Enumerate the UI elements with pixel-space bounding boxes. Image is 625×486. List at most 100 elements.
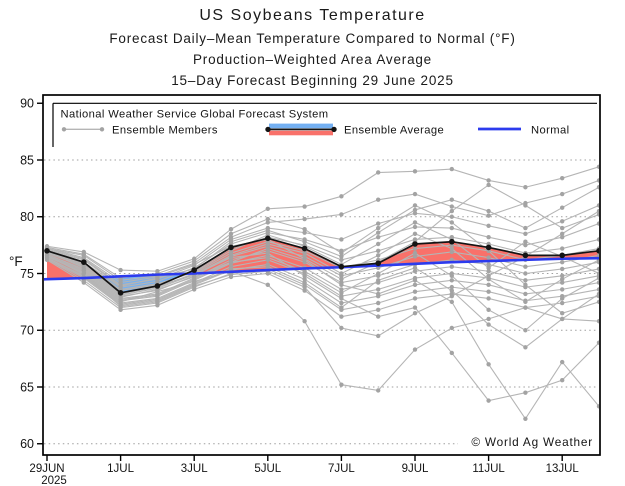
y-tick-label-85: 85	[20, 153, 34, 167]
member-point	[596, 253, 599, 258]
ensemble-average-point	[228, 244, 234, 251]
legend-member-swatch-dot	[61, 127, 67, 132]
member-point	[449, 299, 454, 305]
member-point	[523, 231, 528, 236]
ensemble-average-point	[117, 289, 124, 296]
member-point	[376, 225, 381, 231]
member-point	[412, 169, 418, 174]
member-point	[339, 305, 344, 310]
member-point	[412, 203, 418, 208]
member-point	[376, 278, 381, 283]
member-point	[560, 246, 565, 251]
legend-member-swatch-dot	[99, 127, 105, 132]
member-point	[523, 203, 528, 208]
member-point	[44, 253, 50, 258]
x-tick-label-9JUL: 9JUL	[402, 463, 429, 475]
x-axis-year-label: 2025	[41, 475, 67, 486]
member-point	[376, 170, 381, 175]
member-point	[302, 284, 307, 290]
member-point	[486, 362, 491, 367]
member-point	[523, 185, 528, 190]
ensemble-average-point	[301, 245, 308, 252]
legend-average-label: Ensemble Average	[344, 125, 444, 137]
member-point	[560, 219, 565, 224]
member-point	[228, 266, 234, 272]
member-point	[486, 182, 491, 188]
member-point	[228, 259, 234, 265]
member-point	[412, 211, 418, 216]
member-point	[486, 269, 491, 274]
member-point	[412, 269, 418, 274]
ensemble-average-point	[596, 248, 599, 254]
ensemble-average-point	[191, 267, 197, 273]
ensemble-average-point	[154, 283, 161, 289]
member-point	[449, 166, 454, 172]
x-tick-label-11JUL: 11JUL	[472, 463, 505, 475]
member-point	[339, 250, 344, 256]
y-tick-label-80: 80	[20, 210, 34, 224]
ensemble-member-line-5	[46, 236, 599, 292]
member-point	[560, 175, 565, 181]
member-point	[596, 185, 599, 190]
member-point	[192, 258, 197, 264]
member-point	[339, 276, 344, 282]
member-point	[449, 350, 454, 356]
y-tick-label-75: 75	[20, 267, 34, 281]
member-point	[228, 227, 234, 232]
member-point	[118, 304, 123, 309]
member-point	[265, 241, 270, 247]
x-tick-label-29JUN: 29JUN	[29, 463, 64, 475]
x-tick-label-3JUL: 3JUL	[181, 463, 208, 475]
member-point	[449, 197, 454, 202]
member-point	[376, 234, 381, 240]
member-point	[449, 294, 454, 299]
member-point	[228, 239, 234, 244]
ensemble-member-line-1	[46, 166, 599, 272]
ensemble-average-point	[485, 244, 492, 251]
member-point	[412, 265, 418, 271]
member-point	[376, 221, 381, 226]
ensemble-average-point	[412, 241, 418, 247]
member-point	[449, 273, 454, 278]
member-point	[449, 284, 454, 290]
member-point	[523, 271, 528, 276]
member-point	[486, 296, 491, 301]
member-point	[560, 300, 565, 306]
x-tick-label-7JUL: 7JUL	[328, 463, 355, 475]
ensemble-member-line-15	[46, 251, 599, 402]
member-point	[376, 333, 381, 339]
member-point	[302, 256, 307, 261]
member-point	[560, 316, 565, 322]
x-tick-label-5JUL: 5JUL	[254, 463, 281, 475]
member-point	[449, 246, 454, 251]
member-point	[560, 191, 565, 197]
member-point	[412, 289, 418, 294]
member-point	[302, 288, 307, 293]
y-tick-label-60: 60	[20, 437, 34, 451]
member-point	[596, 275, 599, 281]
ensemble-member-line-19	[46, 221, 599, 290]
ensemble-average-point	[559, 252, 565, 259]
member-point	[376, 253, 381, 258]
y-axis-unit-label: °F	[9, 254, 23, 269]
member-point	[339, 382, 344, 387]
member-point	[118, 267, 123, 273]
member-point	[560, 377, 565, 383]
ensemble-member-line-10	[46, 257, 599, 304]
member-point	[265, 246, 270, 251]
member-point	[81, 252, 87, 257]
member-point	[265, 255, 270, 260]
member-point	[376, 307, 381, 313]
member-point	[412, 207, 418, 213]
member-point	[560, 231, 565, 236]
member-point	[523, 239, 528, 244]
y-axis: 60 65 70 75 80 85 90 °F	[9, 97, 43, 451]
member-point	[486, 282, 491, 288]
member-point	[560, 225, 565, 231]
ensemble-average	[44, 235, 599, 296]
member-point	[560, 280, 565, 285]
ensemble-member-line-12	[46, 258, 599, 311]
member-point	[339, 287, 344, 292]
member-point	[339, 254, 344, 259]
